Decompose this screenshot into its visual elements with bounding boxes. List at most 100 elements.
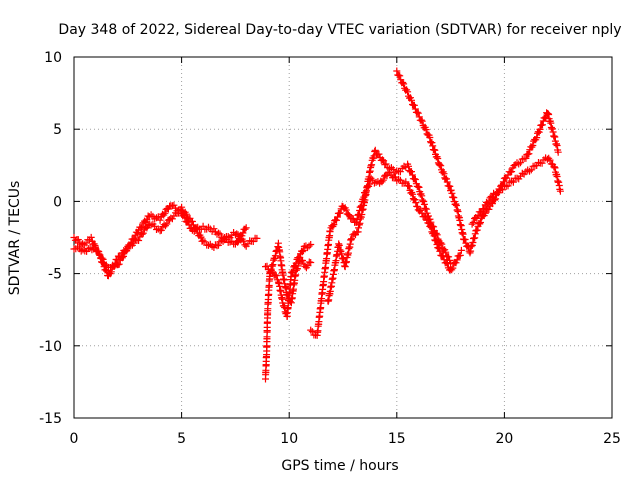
data-point [435,160,443,168]
data-point [353,216,361,224]
data-point [546,156,554,164]
data-point [430,223,438,231]
data-point [410,101,418,109]
data-point [181,213,189,221]
data-point [95,248,103,256]
data-point [453,256,461,264]
data-point [414,183,422,191]
data-point [481,209,489,217]
data-point [457,246,465,254]
data-point [137,224,145,232]
data-point [413,108,421,116]
data-point [547,119,555,127]
data-point [161,209,169,217]
data-point [334,213,341,221]
chart-title: Day 348 of 2022, Sidereal Day-to-day VTE… [58,22,621,38]
data-point [468,220,476,228]
data-point [235,237,243,245]
data-point [442,248,450,256]
data-point [409,195,417,203]
data-point [405,182,413,190]
data-point [305,242,313,250]
data-point [99,255,107,263]
data-point [418,192,426,200]
data-point [476,220,484,228]
data-point [271,271,279,279]
data-point [432,229,440,237]
data-point [378,178,386,186]
data-point [157,226,165,234]
data-point [288,269,296,277]
data-point [82,239,90,247]
data-point [515,160,523,168]
data-point [527,166,535,174]
data-point [219,235,227,243]
data-point [330,221,338,229]
data-point [409,190,416,198]
data-point [344,211,352,219]
data-point [441,174,449,182]
data-point [400,80,408,88]
data-marks [70,67,564,383]
data-point [342,206,350,214]
data-point [446,182,454,190]
data-point [267,266,275,274]
data-point [438,240,446,248]
data-point [554,148,562,156]
data-point [396,168,404,176]
data-point [299,247,307,254]
data-point [292,259,300,267]
data-point [450,194,458,202]
data-point [434,155,442,162]
series-track-2 [70,201,250,271]
data-point [239,229,247,237]
y-tick-label: 10 [44,50,62,66]
data-point [197,233,205,241]
y-tick-label: 5 [53,122,62,138]
data-point [210,225,218,233]
y-tick-label: 0 [53,194,62,210]
data-point [404,88,412,96]
data-point [156,216,164,224]
data-point [307,241,315,248]
data-point [123,247,131,255]
data-point [437,162,445,170]
data-point [446,256,454,264]
data-point [333,216,340,224]
data-point [456,251,464,259]
data-point [418,117,426,125]
data-point [427,138,434,146]
data-point [415,183,423,191]
data-point [509,178,517,186]
data-point [556,187,564,195]
data-point [138,230,146,238]
data-point [529,142,537,149]
data-point [448,266,456,274]
data-point [130,235,138,243]
x-tick-label: 10 [280,431,298,447]
x-tick-label: 20 [495,431,513,447]
data-point [440,170,448,178]
data-point [375,150,383,158]
data-point [477,219,484,226]
data-point [424,212,432,220]
data-point [326,228,334,236]
data-point [503,174,511,182]
data-point [289,267,297,275]
data-point [379,156,386,164]
x-axis-label: GPS time / hours [281,458,398,474]
plot-frame [73,56,613,419]
data-point [379,176,387,184]
grid-lines [74,57,612,418]
y-tick-label: -15 [39,411,62,427]
data-point [307,326,315,334]
data-point [107,268,115,276]
x-tick-label: 15 [388,431,406,447]
data-point [445,253,453,261]
data-point [291,262,299,270]
data-point [434,244,442,251]
data-point [429,142,437,150]
data-point [216,230,224,238]
data-point [234,238,242,246]
